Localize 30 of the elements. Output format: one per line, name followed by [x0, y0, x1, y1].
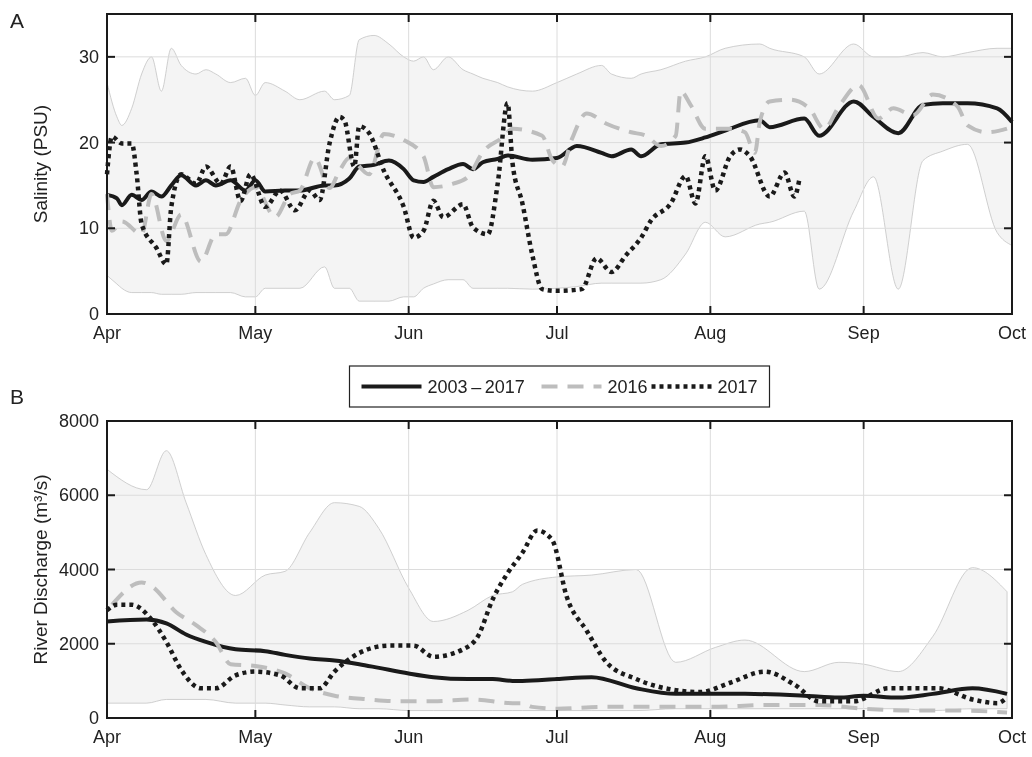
y-axis-title: Salinity (PSU) — [30, 104, 51, 224]
x-tick-label: May — [238, 727, 273, 747]
x-tick-label: Oct — [997, 727, 1027, 747]
legend-label: 2016 — [607, 377, 648, 397]
y-tick-label: 8000 — [58, 411, 99, 431]
y-tick-label: 6000 — [58, 485, 99, 506]
x-tick-label: May — [238, 323, 273, 343]
chart-title: B — [10, 385, 25, 408]
y-tick-label: 20 — [78, 132, 99, 153]
y-tick-label: 30 — [78, 46, 99, 67]
x-tick-label: Oct — [997, 323, 1027, 343]
y-tick-label: 0 — [88, 304, 99, 324]
x-tick-label: Aug — [694, 323, 727, 343]
y-tick-label: 0 — [88, 708, 99, 728]
legend-label: 2017 — [717, 377, 758, 397]
x-tick-label: Apr — [92, 323, 122, 343]
y-axis-title: River Discharge (m³/s) — [30, 474, 51, 665]
x-tick-label: Aug — [694, 727, 727, 747]
legend-label: 2003 – 2017 — [427, 377, 525, 397]
y-tick-label: 4000 — [58, 559, 99, 580]
y-tick-label: 2000 — [58, 633, 99, 654]
x-tick-label: Jun — [394, 323, 424, 343]
chart-title: A — [10, 9, 25, 32]
x-tick-label: Jul — [545, 323, 569, 343]
y-tick-label: 10 — [78, 218, 99, 239]
x-tick-label: Sep — [847, 727, 880, 747]
x-tick-label: Sep — [847, 323, 880, 343]
x-tick-label: Jun — [394, 727, 424, 747]
x-tick-label: Jul — [545, 727, 569, 747]
x-tick-label: Apr — [92, 727, 122, 747]
